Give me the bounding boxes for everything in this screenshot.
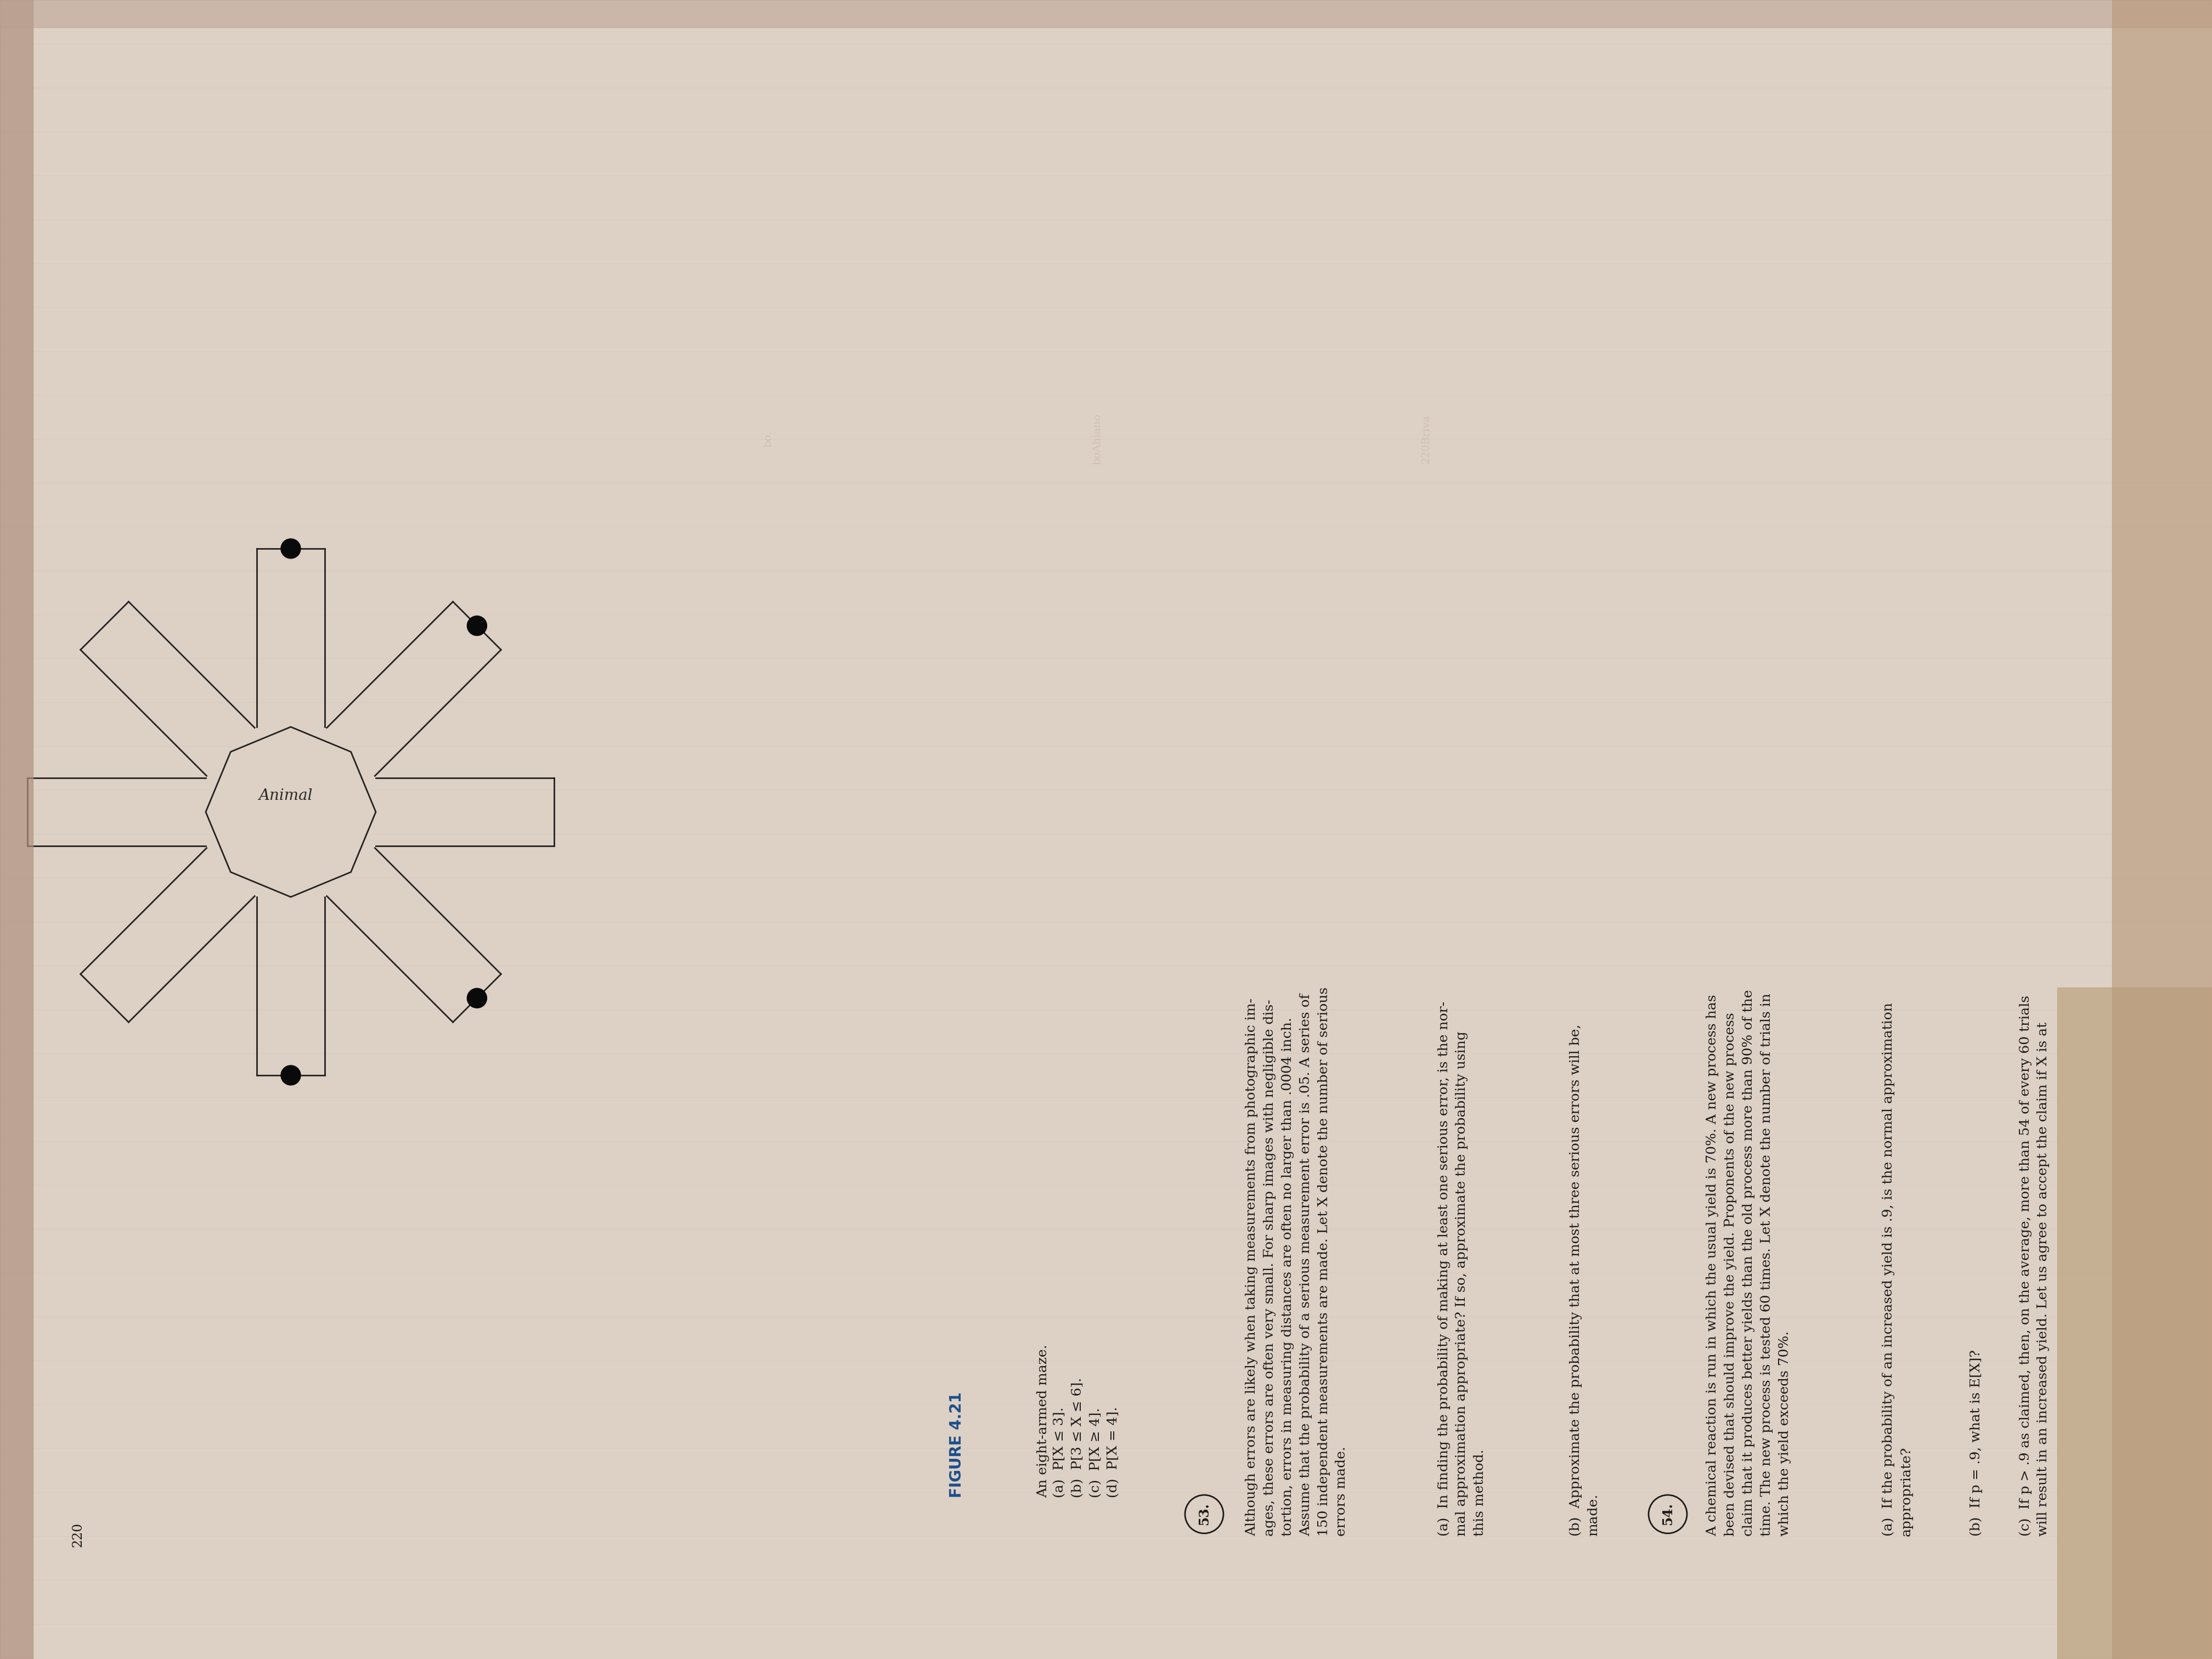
Bar	[0, 0, 2212, 28]
Text: (b)  Approximate the probability that at most three serious errors will be,
made: (b) Approximate the probability that at …	[1568, 1024, 1599, 1536]
Text: Animal: Animal	[259, 788, 312, 803]
Text: (a)  In finding the probability of making at least one serious error, is the nor: (a) In finding the probability of making…	[1438, 1002, 1486, 1536]
Circle shape	[281, 539, 301, 559]
Text: boAhiano: boAhiano	[1093, 413, 1102, 465]
Text: bo.: bo.	[763, 431, 772, 448]
Bar	[0, 0, 33, 1659]
Text: (a)  P[X ≤ 3].
(b)  P[3 ≤ X ≤ 6].
(c)  P[X ≥ 4].
(d)  P[X = 4].: (a) P[X ≤ 3]. (b) P[3 ≤ X ≤ 6]. (c) P[X …	[1053, 1377, 1119, 1498]
Text: A chemical reaction is run in which the usual yield is 70%. A new process has
be: A chemical reaction is run in which the …	[1705, 989, 1792, 1536]
Bar	[2112, 0, 2212, 1659]
Text: (a)  If the probability of an increased yield is .9, is the normal approximation: (a) If the probability of an increased y…	[1882, 1002, 1913, 1536]
Text: 53.: 53.	[1197, 1503, 1210, 1525]
Text: (c)  If p > .9 as claimed, then, on the average, more than 54 of every 60 trials: (c) If p > .9 as claimed, then, on the a…	[2020, 995, 2051, 1536]
Text: 220: 220	[71, 1523, 84, 1548]
Circle shape	[281, 1065, 301, 1085]
Text: An eight-armed maze.: An eight-armed maze.	[1037, 1344, 1048, 1498]
Bar	[2057, 987, 2212, 1659]
Circle shape	[467, 989, 487, 1009]
Circle shape	[467, 615, 487, 635]
Text: FIGURE 4.21: FIGURE 4.21	[949, 1392, 964, 1498]
Text: (b)  If p = .9, what is E[X]?: (b) If p = .9, what is E[X]?	[1969, 1350, 1982, 1536]
Text: 54.: 54.	[1661, 1503, 1674, 1525]
Text: Although errors are likely when taking measurements from photographic im-
ages, : Although errors are likely when taking m…	[1245, 987, 1347, 1536]
Polygon shape	[206, 727, 376, 898]
Text: 220Briva: 220Briva	[1422, 415, 1431, 463]
